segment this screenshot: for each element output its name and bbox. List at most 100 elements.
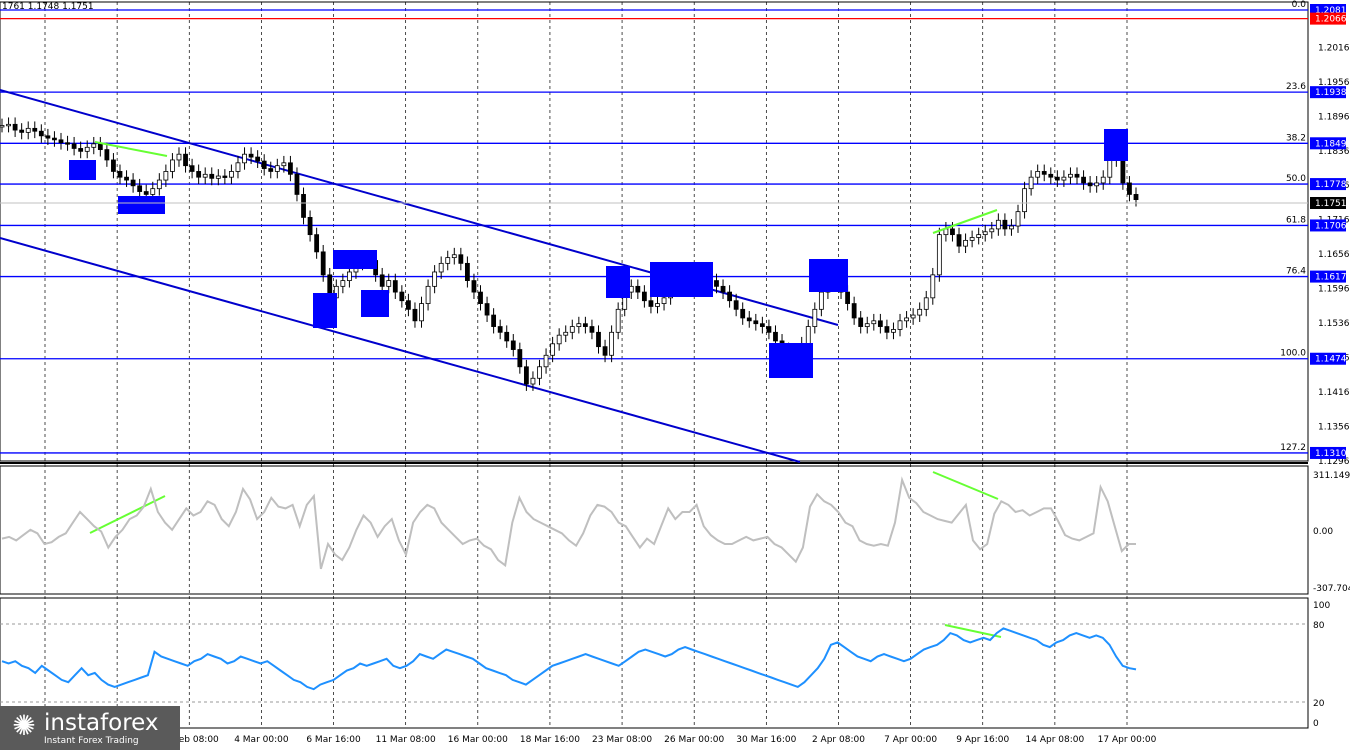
current-price-label: 1.1751	[1315, 199, 1347, 209]
divergence-lines	[89, 141, 1002, 638]
candle	[25, 121, 31, 140]
candle	[812, 302, 818, 334]
candle	[379, 267, 385, 294]
time-label: 9 Apr 16:00	[956, 735, 1009, 745]
signal-box	[1104, 129, 1128, 161]
osc-tick-min: -307.704	[1313, 584, 1350, 594]
signal-box	[69, 160, 96, 180]
candle	[478, 285, 483, 311]
candle	[523, 359, 529, 391]
candle	[340, 273, 346, 294]
signal-box	[769, 343, 813, 378]
level-tag	[1310, 446, 1346, 459]
candle	[576, 316, 582, 334]
price-tick: 1.1416	[1318, 388, 1350, 398]
time-label: 16 Mar 00:00	[448, 735, 508, 745]
instaforex-logo-icon: ✺	[12, 709, 36, 742]
candle	[183, 147, 188, 173]
candle	[176, 147, 182, 167]
candle	[982, 224, 988, 242]
time-axis: 20 Feb 08:0024 Feb 16:0027 Feb 08:004 Ma…	[15, 735, 1156, 745]
candle	[491, 308, 497, 334]
candle	[989, 221, 995, 239]
time-label: 30 Mar 16:00	[736, 735, 796, 745]
candle	[38, 124, 44, 143]
candle	[386, 273, 392, 294]
candle	[753, 313, 759, 331]
rsi-tick-0: 0	[1313, 719, 1319, 729]
candle	[412, 302, 418, 328]
candle	[648, 293, 654, 314]
fib-label: 76.4	[1286, 267, 1306, 277]
candle	[406, 293, 411, 317]
price-tick: 1.1296	[1318, 457, 1350, 467]
level-tag	[1310, 12, 1346, 25]
rsi-tick-20: 20	[1313, 699, 1325, 709]
signal-box	[361, 290, 389, 317]
candle	[897, 313, 903, 337]
candle	[936, 227, 942, 282]
candle	[746, 311, 752, 328]
candle	[917, 302, 923, 322]
candle	[65, 135, 70, 151]
level-tag-label: 1.1849	[1315, 139, 1347, 149]
candle	[6, 117, 11, 133]
level-tag-label: 1.1778	[1315, 180, 1347, 190]
candle	[884, 319, 890, 340]
candle	[596, 325, 601, 354]
candle	[563, 325, 569, 343]
current-price-tag	[1310, 197, 1346, 209]
candle	[19, 123, 25, 140]
candle	[130, 173, 136, 193]
candle	[215, 169, 221, 186]
candle	[1002, 213, 1008, 236]
candle	[458, 247, 464, 271]
fib-label: 50.0	[1286, 174, 1306, 184]
candle	[963, 233, 968, 254]
candle	[891, 322, 896, 340]
fib-label: 61.8	[1286, 215, 1306, 225]
candle	[209, 167, 215, 186]
candle	[471, 273, 477, 299]
candle	[12, 117, 18, 137]
candle	[530, 371, 536, 391]
candle	[1100, 170, 1106, 190]
level-tag	[1310, 137, 1346, 150]
candle	[871, 313, 877, 331]
candle	[399, 285, 405, 308]
fib-label: 23.6	[1286, 82, 1306, 92]
candle	[1015, 204, 1021, 233]
candle	[274, 158, 280, 179]
candle	[1061, 170, 1067, 187]
candle	[537, 359, 542, 386]
vertical-grid	[44, 2, 1128, 728]
candle	[288, 155, 293, 182]
candle	[1041, 164, 1047, 182]
candle	[301, 187, 306, 225]
candle	[589, 319, 595, 340]
candle	[1094, 176, 1100, 193]
candle	[1009, 219, 1014, 236]
candle	[556, 328, 562, 351]
candle	[45, 128, 51, 146]
candle	[727, 285, 732, 308]
time-label: 17 Apr 00:00	[1098, 735, 1157, 745]
candle	[189, 158, 195, 179]
candle	[425, 279, 431, 311]
candle	[117, 164, 123, 185]
candle	[733, 293, 739, 317]
time-label: 26 Mar 00:00	[664, 735, 724, 745]
signal-box	[606, 266, 630, 298]
candle	[1035, 164, 1041, 185]
candle	[904, 311, 909, 328]
candle	[484, 296, 490, 322]
candle	[910, 308, 916, 325]
candle	[222, 169, 228, 185]
candle	[923, 290, 929, 317]
candle	[877, 313, 883, 334]
time-label: 14 Apr 08:00	[1026, 735, 1085, 745]
oscillator-line	[1, 476, 1136, 570]
price-tick: 1.1596	[1318, 285, 1350, 295]
candle	[1068, 167, 1073, 185]
